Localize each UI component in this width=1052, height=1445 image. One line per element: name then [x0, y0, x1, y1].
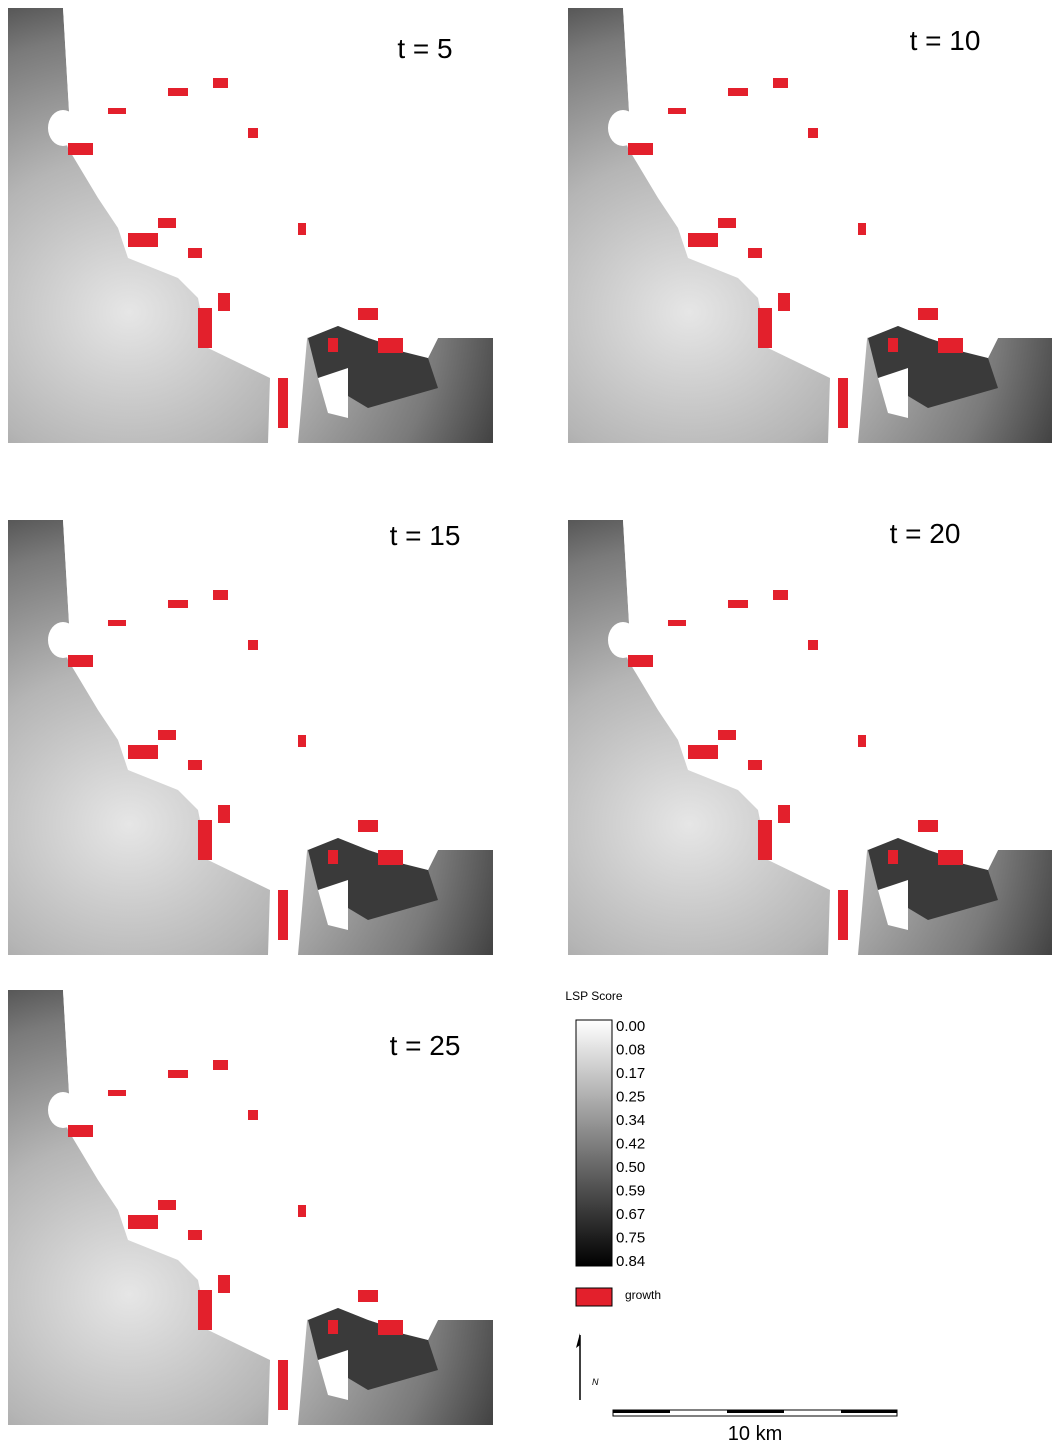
legend-tick-label: 0.59 — [616, 1182, 645, 1199]
legend-tick-label: 0.42 — [616, 1135, 645, 1152]
legend: LSP Score growth 0.00 0.08 0.17 0.25 0.34 0.4… — [565, 989, 661, 1307]
map-panel: t = 10 — [568, 8, 1052, 443]
legend-tick-label: 0.00 — [616, 1018, 645, 1035]
growth-swatch — [575, 1287, 613, 1307]
legend-tick-label: 0.50 — [616, 1159, 645, 1176]
map-panel: t = 20 — [568, 518, 1052, 955]
legend-tick-label: 0.34 — [616, 1112, 645, 1129]
legend-tick-label: 0.08 — [616, 1041, 645, 1058]
panel-label: t = 25 — [390, 1030, 461, 1061]
scale-bar: 10 km — [612, 1409, 898, 1445]
map-panel: t = 25 — [8, 990, 493, 1425]
panel-label: t = 20 — [890, 518, 961, 549]
map-panel: t = 5 — [8, 8, 493, 443]
legend-tick-label: 0.67 — [616, 1206, 645, 1223]
legend-tick-label: 0.25 — [616, 1088, 645, 1105]
legend-tick-label: 0.84 — [616, 1253, 645, 1270]
legend-tick-label: 0.75 — [616, 1229, 645, 1246]
legend-title: LSP Score — [565, 989, 622, 1003]
panel-label: t = 15 — [390, 520, 461, 551]
legend-tick-label: 0.17 — [616, 1065, 645, 1082]
panel-label: t = 10 — [910, 25, 981, 56]
scale-label: 10 km — [728, 1423, 782, 1445]
growth-label: growth — [625, 1288, 661, 1302]
panel-label: t = 5 — [397, 33, 452, 64]
north-arrow: N — [576, 1333, 599, 1400]
north-label: N — [592, 1377, 599, 1387]
color-bar — [575, 1019, 613, 1267]
map-panel: t = 15 — [8, 520, 493, 955]
